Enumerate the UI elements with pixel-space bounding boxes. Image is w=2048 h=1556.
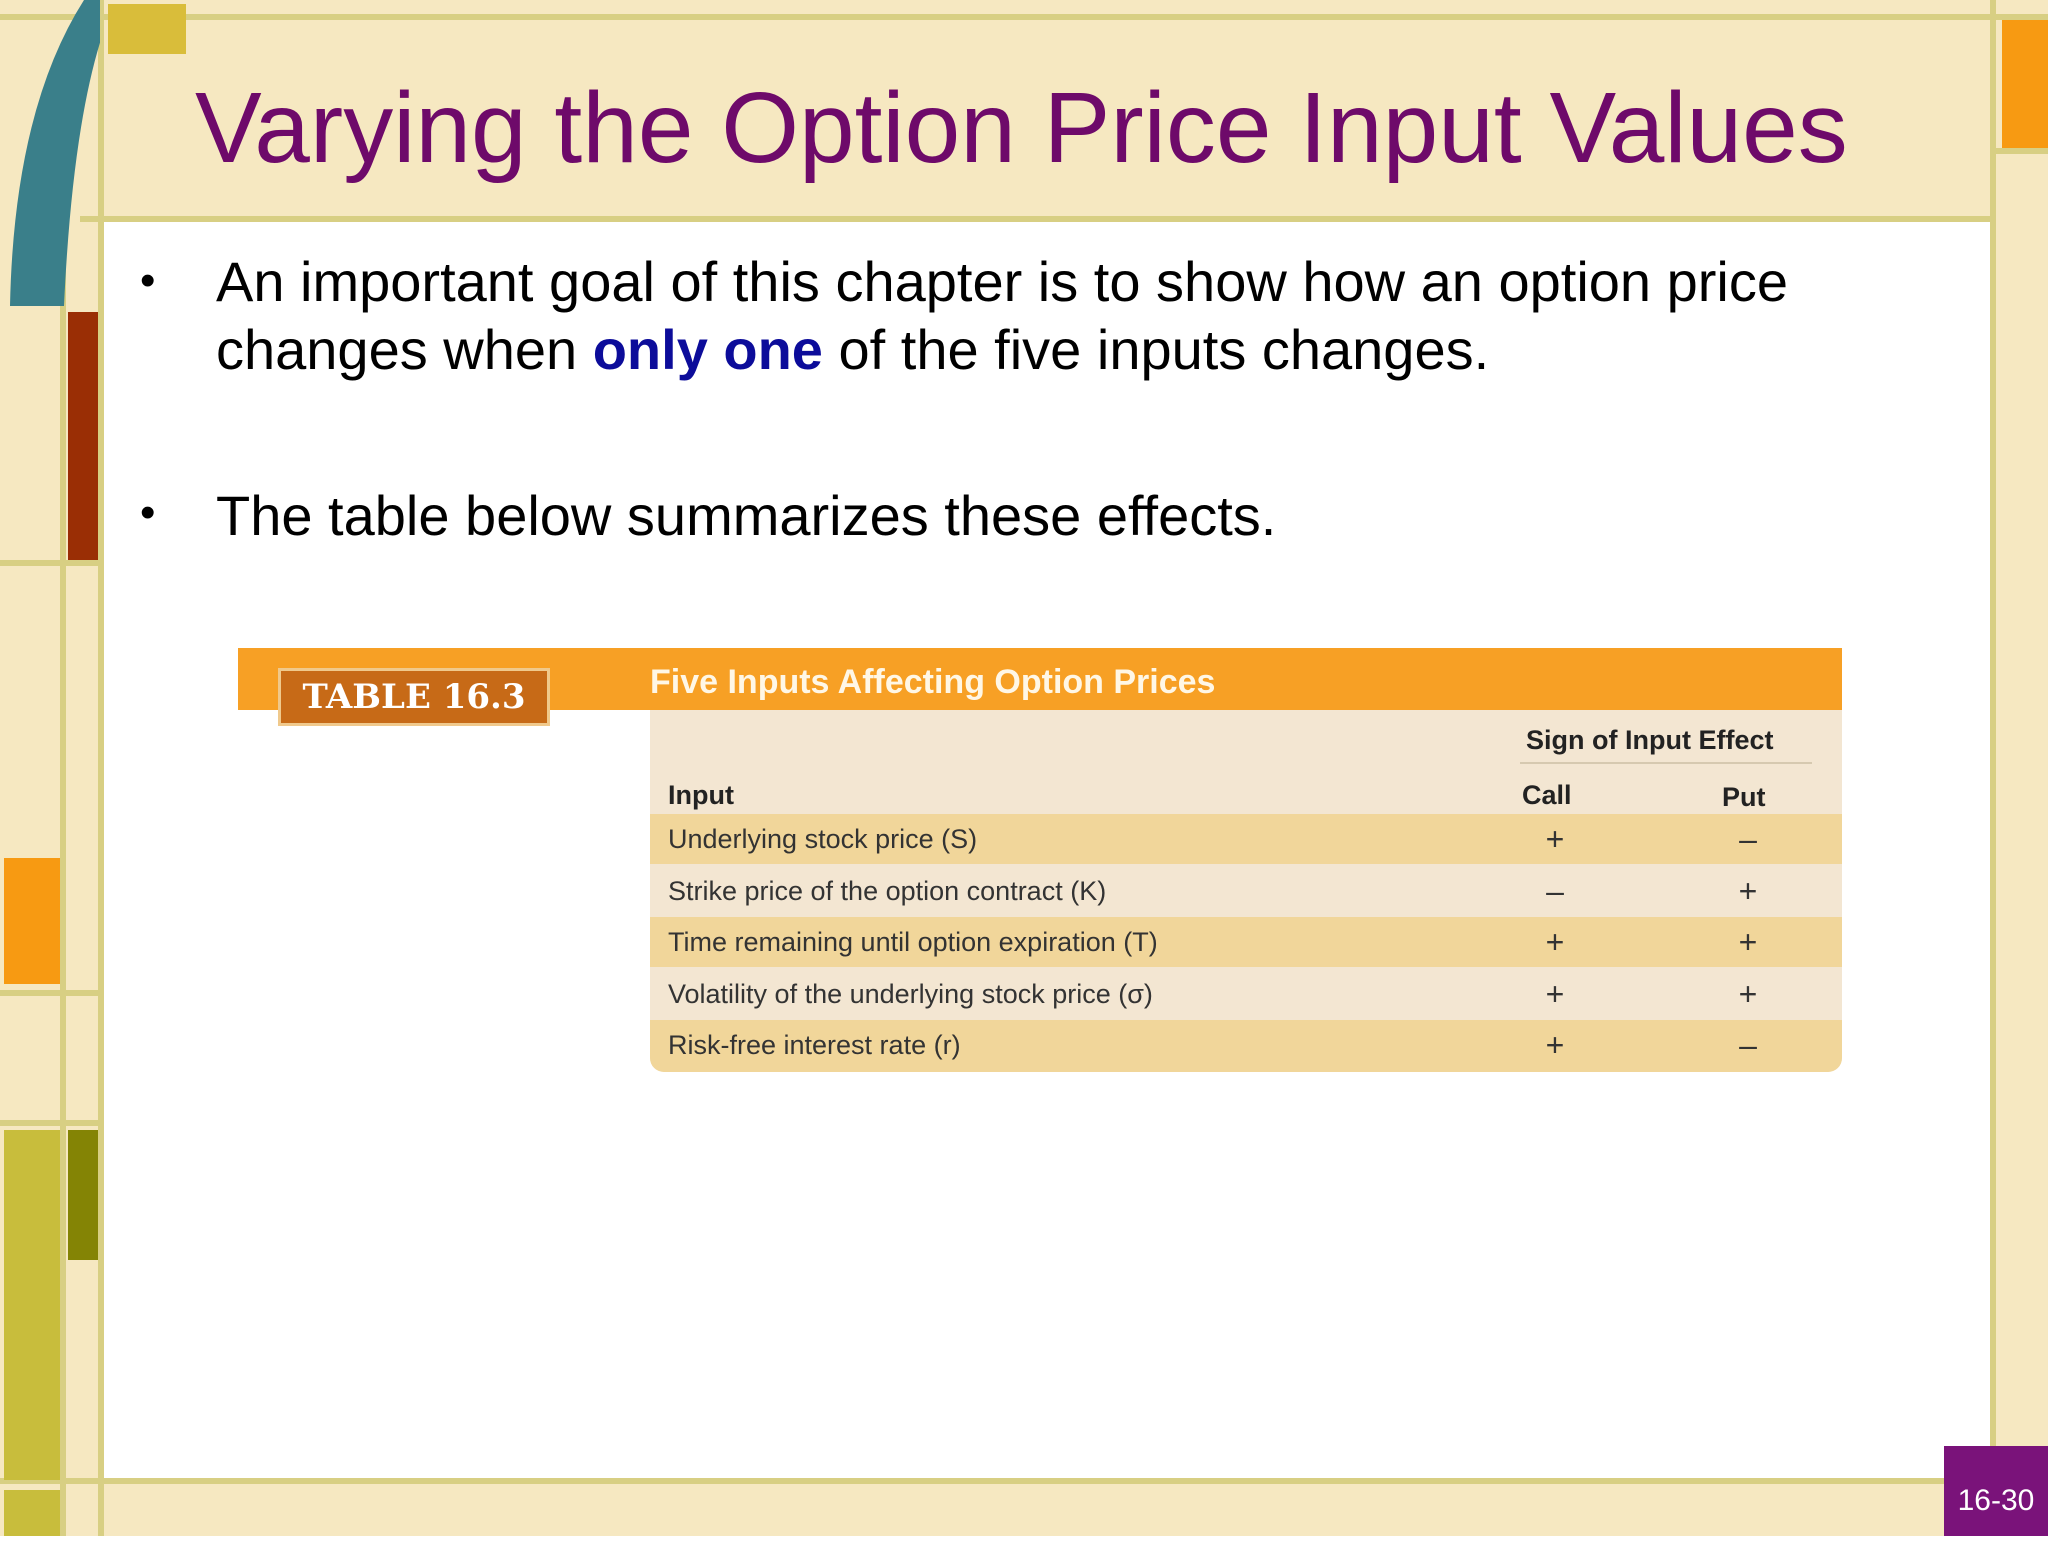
orange-block [4,858,60,984]
table-row: Time remaining until option expiration (… [650,917,1842,967]
group-header: Sign of Input Effect [1526,725,1774,755]
cell-put: – [1739,821,1757,857]
cell-call: + [1545,976,1565,1012]
bullet-1-text: An important goal of this chapter is to … [216,250,1788,381]
column-header-put: Put [1722,782,1766,812]
table-title: Five Inputs Affecting Option Prices [650,663,1216,701]
group-header-rule [1520,762,1812,764]
olive-block [4,1130,60,1480]
bullet-1-text-end: of the five inputs changes. [822,318,1490,381]
bullet-dot: • [140,488,156,537]
divider-line [0,1478,1950,1484]
cell-put: – [1739,1027,1757,1063]
column-header-call: Call [1522,780,1572,810]
title-band [0,0,2048,222]
cell-call: – [1546,873,1564,909]
bullet-2: The table below summarizes these effects… [216,484,1277,547]
bullet-dot: • [140,256,156,305]
bullet-1: An important goal of this chapter is to … [216,248,1916,384]
teal-curve [4,0,116,306]
cell-input: Risk-free interest rate (r) [668,1030,961,1060]
rust-block [68,312,98,560]
cell-input: Strike price of the option contract (K) [668,876,1107,906]
gold-block [108,4,186,54]
divider-line [80,216,1992,222]
divider-line [0,14,2048,20]
data-table: Sign of Input Effect Input Call Put Unde… [650,710,1842,1072]
olive-block [4,1490,60,1536]
table-row: Strike price of the option contract (K) … [650,866,1842,916]
cell-input: Underlying stock price (S) [668,824,978,854]
cell-input: Volatility of the underlying stock price… [668,979,1153,1009]
divider-line [1990,0,1996,1536]
page-number-badge: 16-30 [1944,1446,2048,1536]
cell-input: Time remaining until option expiration (… [668,927,1158,957]
divider-line [0,560,100,566]
cell-call: + [1545,924,1565,960]
divider-line [98,0,104,1536]
cell-call: + [1545,1027,1565,1063]
slide-title: Varying the Option Price Input Values [195,72,1848,184]
cell-put: + [1738,873,1758,909]
table-row: Volatility of the underlying stock price… [650,969,1842,1019]
column-header-input: Input [668,780,734,810]
cell-put: + [1738,924,1758,960]
cell-call: + [1545,821,1565,857]
right-frame [1992,0,2048,1536]
dark-olive-block [68,1130,98,1260]
table-number-label: TABLE 16.3 [278,668,550,726]
cell-put: + [1738,976,1758,1012]
divider-line [1990,148,2048,154]
table-row: Risk-free interest rate (r) + – [650,1020,1842,1072]
divider-line [60,220,66,1536]
divider-line [0,990,100,996]
bullet-1-highlight: only one [592,318,823,381]
orange-block [2002,20,2048,148]
table-row: Underlying stock price (S) + – [650,814,1842,864]
divider-line [0,1120,100,1126]
bottom-frame [0,1480,2048,1536]
